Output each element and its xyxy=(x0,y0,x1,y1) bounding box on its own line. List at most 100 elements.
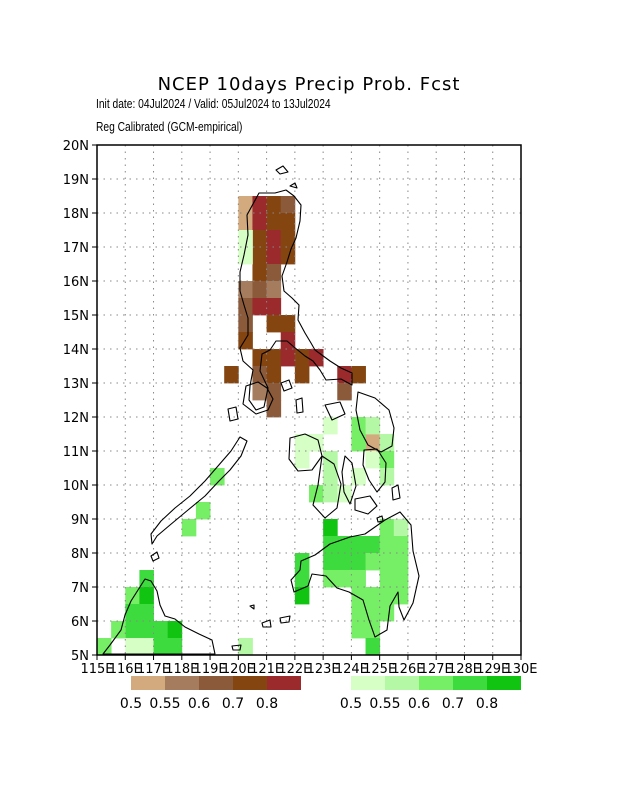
wet-prob-cell xyxy=(393,570,409,588)
coast-balabac xyxy=(150,551,160,562)
dry-prob-cell xyxy=(266,264,282,282)
wet-prob-cell xyxy=(379,553,395,571)
wet-prob-cell xyxy=(323,536,338,554)
graticule xyxy=(97,145,521,655)
dry-prob-cell xyxy=(266,315,282,333)
wet-prob-cell xyxy=(365,587,381,605)
wet-prob-cell xyxy=(351,536,366,554)
lon-tick-label: 123E xyxy=(307,662,340,677)
wet-prob-cell xyxy=(351,434,366,452)
wet-prob-cell xyxy=(379,587,395,605)
lon-tick-label: 116E xyxy=(109,662,142,677)
coast-leyte xyxy=(362,448,387,493)
dry-prob-cell xyxy=(337,383,352,401)
wet-prob-cell xyxy=(365,553,381,571)
wet-prob-cell xyxy=(125,621,140,639)
dry-prob-cell xyxy=(224,366,239,384)
coast-tablas xyxy=(295,397,304,414)
dry-prob-cell xyxy=(365,434,381,452)
dry-prob-cell xyxy=(266,213,282,231)
lon-tick-label: 115E xyxy=(80,662,113,677)
wet-prob-cell xyxy=(393,553,409,571)
dry-prob-cell xyxy=(252,264,267,282)
dry-prob-cell xyxy=(280,247,296,265)
wet-prob-cell xyxy=(393,587,409,605)
lon-tick-label: 129E xyxy=(476,662,509,677)
lat-tick-label: 17N xyxy=(63,241,89,256)
dry-prob-cell xyxy=(252,230,267,248)
lon-tick-label: 119E xyxy=(194,662,227,677)
coast-negros xyxy=(312,455,342,519)
wet-prob-cell xyxy=(294,570,310,588)
wet-prob-cell xyxy=(139,587,154,605)
wet-prob-cell xyxy=(238,247,253,265)
wet-prob-cell xyxy=(294,434,310,452)
lat-tick-label: 15N xyxy=(63,309,89,324)
lat-tick-label: 16N xyxy=(63,275,89,290)
wet-prob-cell xyxy=(379,468,395,486)
dry-prob-cell xyxy=(252,349,267,367)
wet-prob-cell xyxy=(167,638,183,656)
wet-prob-cell xyxy=(365,451,381,469)
wet-prob-cell xyxy=(323,519,338,537)
wet-prob-cell xyxy=(125,587,140,605)
wet-prob-cell xyxy=(125,638,140,656)
dry-prob-cell xyxy=(266,349,282,367)
lon-tick-label: 128E xyxy=(448,662,481,677)
legend-swatch xyxy=(453,676,487,690)
legend-swatch xyxy=(131,676,165,690)
coast-tawitawi xyxy=(231,644,242,651)
wet-prob-cell xyxy=(153,621,169,639)
legend-label: 0.55 xyxy=(369,696,400,712)
wet-prob-cell xyxy=(181,519,197,537)
lat-tick-label: 7N xyxy=(71,581,89,596)
wet-prob-cell xyxy=(365,417,381,435)
legend-swatch xyxy=(165,676,199,690)
wet-prob-cell xyxy=(294,451,310,469)
probability-cells xyxy=(97,196,409,656)
latitude-tick-labels: 5N 6N 7N 8N 9N 10N 11N 12N 13N 14N 15N 16N 17N 18N 19N… xyxy=(63,139,97,664)
wet-prob-cell xyxy=(393,519,409,537)
wet-prob-cell xyxy=(238,230,253,248)
init-valid-dates: Init date: 04Jul2024 / Valid: 05Jul2024 … xyxy=(96,97,331,111)
lat-tick-label: 10N xyxy=(63,479,89,494)
lon-tick-label: 124E xyxy=(335,662,368,677)
coast-panay xyxy=(288,433,323,472)
wet-prob-cell xyxy=(323,485,338,503)
legend-swatch xyxy=(487,676,521,690)
dry-prob-cell xyxy=(252,196,267,214)
wet-prob-cell xyxy=(323,553,338,571)
coast-camiguin xyxy=(376,515,384,523)
lat-tick-label: 6N xyxy=(71,615,89,630)
dry-prob-cell xyxy=(238,196,253,214)
coast-dinagat xyxy=(391,484,401,501)
dry-prob-cell xyxy=(238,281,253,299)
coast-babuyan xyxy=(275,165,289,175)
coast-luzon xyxy=(239,189,353,411)
wet-prob-cell xyxy=(125,604,140,622)
coast-palawan xyxy=(150,436,248,545)
dry-prob-cell xyxy=(280,213,296,231)
legend-label: 0.7 xyxy=(222,696,244,712)
wet-prob-cell xyxy=(139,638,154,656)
dry-prob-cell xyxy=(252,383,267,401)
dry-prob-cell xyxy=(238,298,253,316)
coast-borneo xyxy=(102,578,216,655)
lon-tick-label: 120E xyxy=(222,662,255,677)
wet-prob-cell xyxy=(365,604,381,622)
legend-label: 0.7 xyxy=(442,696,464,712)
legend-label: 0.8 xyxy=(476,696,498,712)
wet-prob-cell xyxy=(393,536,409,554)
calibration-note: Reg Calibrated (GCM-empirical) xyxy=(96,120,243,134)
wet-prob-cell xyxy=(238,638,253,656)
coast-mindanao xyxy=(290,511,420,638)
lat-tick-label: 18N xyxy=(63,207,89,222)
legend-wet: 0.5 0.55 0.6 0.7 0.8 xyxy=(340,676,521,712)
dry-prob-cell xyxy=(238,315,253,333)
wet-prob-cell xyxy=(379,536,395,554)
dry-prob-cell xyxy=(252,281,267,299)
wet-prob-cell xyxy=(379,570,395,588)
dry-prob-cell xyxy=(252,247,267,265)
wet-prob-cell xyxy=(323,570,338,588)
